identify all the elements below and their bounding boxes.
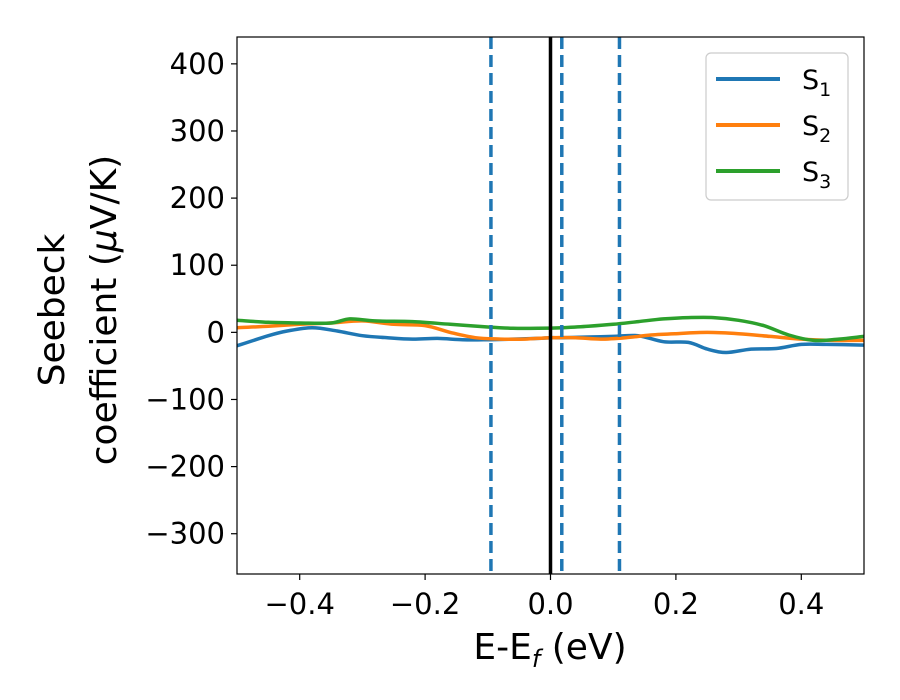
x-tick-label: −0.4 (264, 587, 334, 621)
y-tick-label: 300 (170, 114, 225, 148)
x-axis-label: E-Ef (eV) (473, 627, 626, 673)
y-axis-label-line2: coefficient (μV/K) (84, 155, 125, 465)
x-tick-label: −0.2 (390, 587, 460, 621)
y-axis: 400 300 200 100 0 −100 −200 −300 (145, 47, 237, 551)
x-tick-label: 0.4 (778, 587, 824, 621)
legend: S1 S2 S3 (705, 52, 849, 201)
x-tick-label: 0.2 (653, 587, 699, 621)
legend-label-s3: S3 (802, 157, 831, 193)
plot-content (237, 37, 864, 574)
y-tick-label: 200 (170, 181, 225, 215)
x-tick-label: 0.0 (527, 587, 573, 621)
x-axis: −0.4 −0.2 0.0 0.2 0.4 (264, 574, 824, 621)
y-tick-label: 0 (207, 315, 225, 349)
y-axis-label-line1: Seebeck (32, 233, 73, 386)
y-tick-label: −300 (145, 517, 225, 551)
y-tick-label: 100 (170, 248, 225, 282)
y-tick-label: −200 (145, 450, 225, 484)
legend-label-s1: S1 (802, 65, 831, 101)
y-tick-label: −100 (145, 382, 225, 416)
y-tick-label: 400 (170, 47, 225, 81)
legend-label-s2: S2 (802, 111, 831, 147)
series-line-s3 (237, 315, 864, 343)
